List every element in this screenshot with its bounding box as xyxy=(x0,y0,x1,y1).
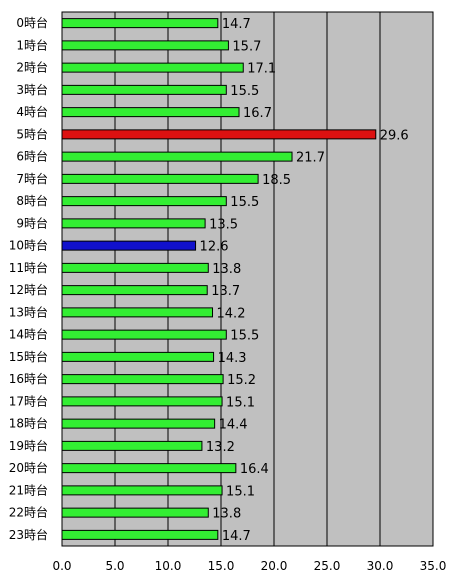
category-label: 17時台 xyxy=(9,393,48,408)
value-label: 14.7 xyxy=(222,17,251,32)
x-tick-label: 15.0 xyxy=(208,559,235,573)
category-label: 15時台 xyxy=(9,349,48,364)
x-tick-label: 5.0 xyxy=(105,559,124,573)
value-label: 14.7 xyxy=(222,529,251,544)
x-tick-label: 0.0 xyxy=(52,559,71,573)
bar xyxy=(61,262,209,273)
bar xyxy=(61,240,197,251)
category-label: 1時台 xyxy=(16,37,48,52)
value-label: 15.5 xyxy=(230,84,259,99)
category-label: 20時台 xyxy=(9,460,48,475)
value-label: 15.7 xyxy=(232,39,261,54)
x-tick-label: 30.0 xyxy=(367,559,394,573)
value-label: 18.5 xyxy=(262,173,291,188)
value-label: 15.5 xyxy=(230,195,259,210)
value-label: 13.5 xyxy=(209,217,238,232)
category-label: 9時台 xyxy=(16,215,48,230)
value-label: 13.8 xyxy=(212,262,241,277)
x-tick-label: 10.0 xyxy=(155,559,182,573)
value-label: 14.3 xyxy=(218,351,247,366)
category-label: 16時台 xyxy=(9,371,48,386)
value-labels: 14.715.717.115.516.729.621.718.515.513.5… xyxy=(200,17,409,544)
category-labels: 0時台 1時台 2時台 3時台 4時台 5時台 6時台 7時台 8時台 9時台 10時台 11時台 12… xyxy=(9,15,48,542)
category-label: 13時台 xyxy=(9,304,48,319)
x-tick-label: 20.0 xyxy=(261,559,288,573)
bar xyxy=(61,62,244,73)
x-tick-label: 25.0 xyxy=(314,559,341,573)
category-label: 23時台 xyxy=(9,527,48,542)
value-label: 13.8 xyxy=(212,507,241,522)
bar xyxy=(61,84,227,95)
bar xyxy=(61,151,293,162)
category-label: 8時台 xyxy=(16,193,48,208)
bar xyxy=(61,374,224,385)
value-label: 13.2 xyxy=(206,440,235,455)
category-label: 5時台 xyxy=(16,126,48,141)
grid-lines xyxy=(114,12,381,546)
bar xyxy=(61,329,227,340)
bar xyxy=(61,396,223,407)
category-label: 21時台 xyxy=(9,482,48,497)
value-label: 21.7 xyxy=(296,151,325,166)
value-label: 15.1 xyxy=(226,395,255,410)
category-label: 19時台 xyxy=(9,438,48,453)
bar xyxy=(61,285,208,296)
value-label: 15.2 xyxy=(227,373,256,388)
bar xyxy=(61,529,219,540)
value-label: 29.6 xyxy=(380,128,409,143)
category-label: 11時台 xyxy=(9,260,48,275)
category-label: 2時台 xyxy=(16,60,48,75)
category-label: 18時台 xyxy=(9,416,48,431)
category-label: 10時台 xyxy=(9,238,48,253)
bar xyxy=(61,129,377,140)
bar xyxy=(61,107,240,118)
x-axis-ticks: 0.0 5.0 10.0 15.0 20.0 25.0 30.0 35.0 xyxy=(52,559,446,573)
bar xyxy=(61,18,219,29)
category-label: 14時台 xyxy=(9,327,48,342)
bar xyxy=(61,418,216,429)
value-label: 13.7 xyxy=(211,284,240,299)
bar xyxy=(61,463,237,474)
bar xyxy=(61,351,215,362)
bar xyxy=(61,218,206,229)
value-label: 16.7 xyxy=(243,106,272,121)
bar xyxy=(61,173,259,184)
category-label: 4時台 xyxy=(16,104,48,119)
bars xyxy=(61,18,377,540)
x-tick-label: 35.0 xyxy=(420,559,447,573)
bar xyxy=(61,485,223,496)
category-label: 3時台 xyxy=(16,82,48,97)
plot-area xyxy=(61,11,434,547)
category-label: 6時台 xyxy=(16,149,48,164)
value-label: 15.1 xyxy=(226,484,255,499)
bar xyxy=(61,507,209,518)
value-label: 12.6 xyxy=(200,240,229,255)
category-label: 12時台 xyxy=(9,282,48,297)
bar xyxy=(61,307,214,318)
category-label: 7時台 xyxy=(16,171,48,186)
value-label: 16.4 xyxy=(240,462,269,477)
value-label: 14.2 xyxy=(217,306,246,321)
bar xyxy=(61,196,227,207)
value-label: 17.1 xyxy=(247,62,276,77)
value-label: 14.4 xyxy=(219,418,248,433)
category-label: 0時台 xyxy=(16,15,48,30)
bar xyxy=(61,440,203,451)
value-label: 15.5 xyxy=(230,329,259,344)
category-label: 22時台 xyxy=(9,505,48,520)
bar xyxy=(61,40,229,51)
